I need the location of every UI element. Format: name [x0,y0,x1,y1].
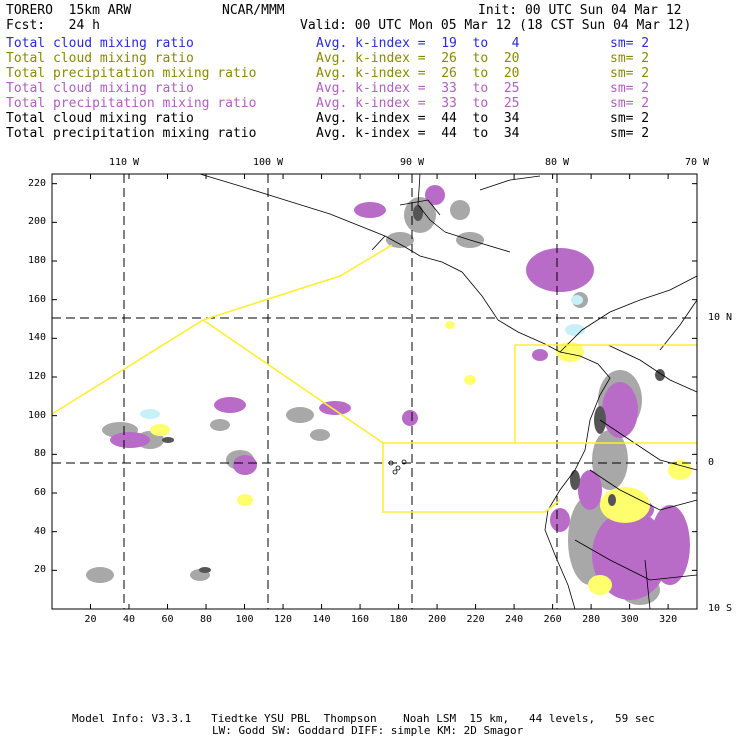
legend-kindex: Avg. k-index = 26 to 20 [316,51,520,66]
legend-row: Total precipitation mixing ratio Avg. k-i… [6,96,726,111]
x-tick-label: 40 [122,614,136,625]
longitude-label: 100 W [252,157,284,168]
x-tick-label: 300 [620,614,639,625]
x-tick-label: 100 [235,614,254,625]
legend-row: Total cloud mixing ratio Avg. k-index = 2… [6,51,726,66]
model-title: TORERO 15km ARW [6,3,132,18]
y-tick-label: 220 [27,177,46,189]
x-tick-label: 180 [389,614,408,625]
x-tick-label: 80 [199,614,213,625]
model-info: Model Info: V3.3.1 Tiedtke YSU PBL Thomp… [72,712,655,725]
legend-sm: sm= 2 [610,81,650,96]
org-label: NCAR/MMM [222,3,285,18]
legend-sm: sm= 2 [610,96,650,111]
legend-kindex: Avg. k-index = 44 to 34 [316,126,520,141]
legend-sm: sm= 2 [610,51,650,66]
legend-field: Total cloud mixing ratio [6,111,194,126]
forecast-hour: Fcst: 24 h [6,18,100,33]
y-tick-label: 180 [27,255,46,266]
legend-kindex: Avg. k-index = 33 to 25 [316,96,520,111]
y-tick-label: 140 [27,332,46,344]
x-tick-label: 220 [466,614,485,625]
y-tick-label: 80 [33,448,46,460]
x-tick-label: 140 [312,614,331,625]
x-tick-label: 320 [659,614,678,625]
longitude-label: 90 W [399,157,425,168]
legend-sm: sm= 2 [610,66,650,81]
x-tick-label: 200 [428,614,447,625]
legend-field: Total precipitation mixing ratio [6,66,257,81]
legend-sm: sm= 2 [610,111,650,126]
x-tick-label: 260 [543,614,562,625]
x-tick-label: 120 [274,614,293,625]
legend-field: Total cloud mixing ratio [6,81,194,96]
legend-row: Total cloud mixing ratio Avg. k-index = 1… [6,36,726,51]
legend-kindex: Avg. k-index = 26 to 20 [316,66,520,81]
y-tick-label: 200 [27,216,46,228]
latitude-label: 0 [708,457,715,468]
legend-field: Total precipitation mixing ratio [6,126,257,141]
legend-field: Total precipitation mixing ratio [6,96,257,111]
x-tick-label: 280 [582,614,601,625]
latitude-label: 10 N [708,312,733,323]
x-tick-label: 60 [161,614,174,625]
legend-field: Total cloud mixing ratio [6,36,194,51]
y-tick-label: 60 [33,487,46,498]
legend-field: Total cloud mixing ratio [6,51,194,66]
longitude-label: 70 W [684,157,710,168]
legend-row: Total precipitation mixing ratio Avg. k-i… [6,126,726,141]
init-time: Init: 00 UTC Sun 04 Mar 12 [478,3,682,18]
y-tick-label: 160 [27,293,46,305]
legend-row: Total cloud mixing ratio Avg. k-index = 4… [6,111,726,126]
map-frame [51,173,698,610]
y-tick-label: 20 [33,564,46,576]
y-tick-label: 120 [27,371,46,382]
longitude-label: 80 W [544,157,570,168]
model-physics: LW: Godd SW: Goddard DIFF: simple KM: 2D… [212,724,524,737]
legend-kindex: Avg. k-index = 44 to 34 [316,111,520,126]
y-tick-label: 100 [27,409,46,421]
valid-time: Valid: 00 UTC Mon 05 Mar 12 (18 CST Sun … [300,18,692,33]
longitude-label: 110 W [108,157,140,168]
legend-sm: sm= 2 [610,36,650,51]
legend-kindex: Avg. k-index = 33 to 25 [316,81,520,96]
latitude-label: 10 S [708,603,733,614]
x-tick-label: 20 [84,614,97,625]
legend-row: Total precipitation mixing ratio Avg. k-i… [6,66,726,81]
x-tick-label: 240 [505,614,524,625]
legend-sm: sm= 2 [610,126,650,141]
legend-row: Total cloud mixing ratio Avg. k-index = 3… [6,81,726,96]
legend-kindex: Avg. k-index = 19 to 4 [316,36,520,51]
y-tick-label: 40 [33,525,46,537]
x-tick-label: 160 [351,614,370,625]
